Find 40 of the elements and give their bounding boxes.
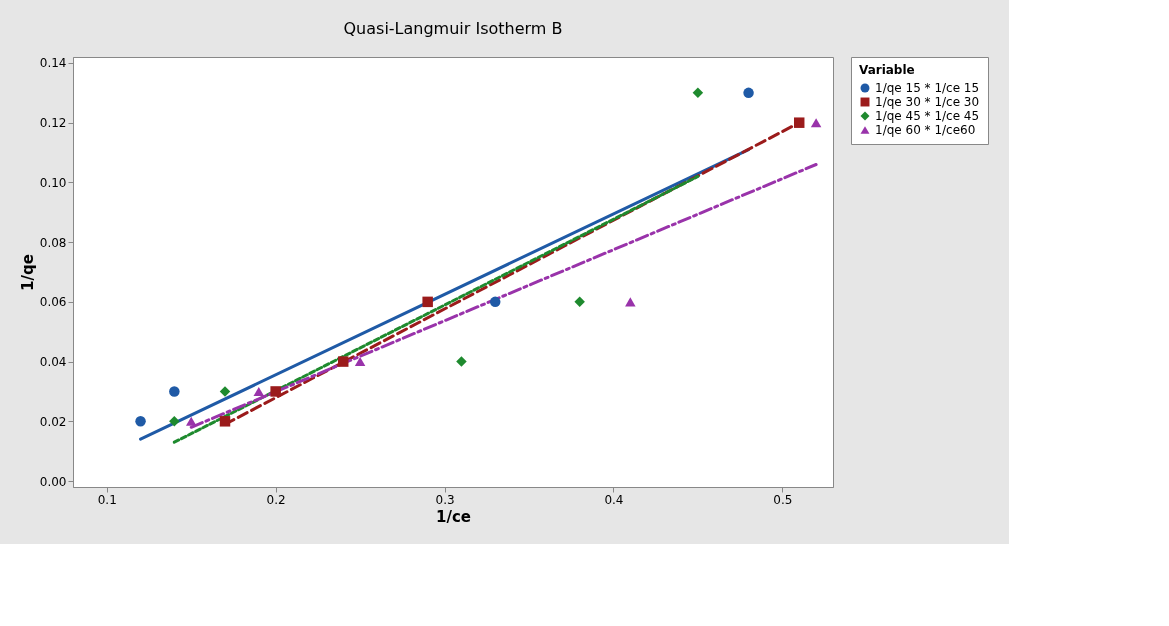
point bbox=[135, 416, 146, 427]
point bbox=[625, 297, 636, 307]
point bbox=[169, 386, 180, 397]
y-tick-label: 0.04 bbox=[39, 355, 67, 370]
point bbox=[354, 357, 366, 367]
point bbox=[270, 386, 281, 397]
point bbox=[692, 87, 704, 99]
x-axis-title: 1/ce bbox=[436, 507, 471, 526]
legend-label: 1/qe 15 * 1/ce 15 bbox=[875, 81, 980, 95]
y-axis-title: 1/qe bbox=[18, 254, 37, 291]
x-tick-label: 0.2 bbox=[266, 492, 286, 507]
y-tick-label: 0.08 bbox=[39, 235, 67, 250]
point bbox=[253, 386, 265, 396]
point bbox=[169, 416, 180, 427]
y-tick-label: 0.12 bbox=[39, 116, 67, 131]
y-tick-label: 0.10 bbox=[39, 175, 67, 190]
point bbox=[793, 117, 805, 128]
point bbox=[219, 386, 231, 397]
point bbox=[489, 296, 501, 308]
x-tick-label: 0.3 bbox=[435, 492, 455, 507]
legend-label: 1/qe 30 * 1/ce 30 bbox=[875, 95, 980, 109]
point bbox=[337, 356, 349, 367]
point bbox=[219, 416, 231, 427]
x-tick-label: 0.4 bbox=[604, 492, 624, 507]
point bbox=[456, 356, 467, 367]
point bbox=[185, 416, 197, 426]
x-tick-label: 0.1 bbox=[97, 492, 117, 507]
point bbox=[810, 118, 822, 128]
y-tick-label: 0.06 bbox=[39, 295, 67, 310]
legend-label: 1/qe 60 * 1/ce60 bbox=[875, 123, 976, 137]
y-tick-label: 0.14 bbox=[39, 56, 67, 71]
legend-label: 1/qe 45 * 1/ce 45 bbox=[875, 109, 980, 123]
point bbox=[743, 87, 754, 99]
chart-title: Quasi-Langmuir Isotherm B bbox=[343, 18, 563, 38]
y-tick-label: 0.00 bbox=[39, 474, 67, 489]
legend-title: Variable bbox=[859, 63, 915, 77]
x-tick-label: 0.5 bbox=[773, 492, 793, 507]
point bbox=[574, 296, 585, 308]
point bbox=[422, 296, 433, 308]
y-tick-label: 0.02 bbox=[39, 414, 67, 429]
